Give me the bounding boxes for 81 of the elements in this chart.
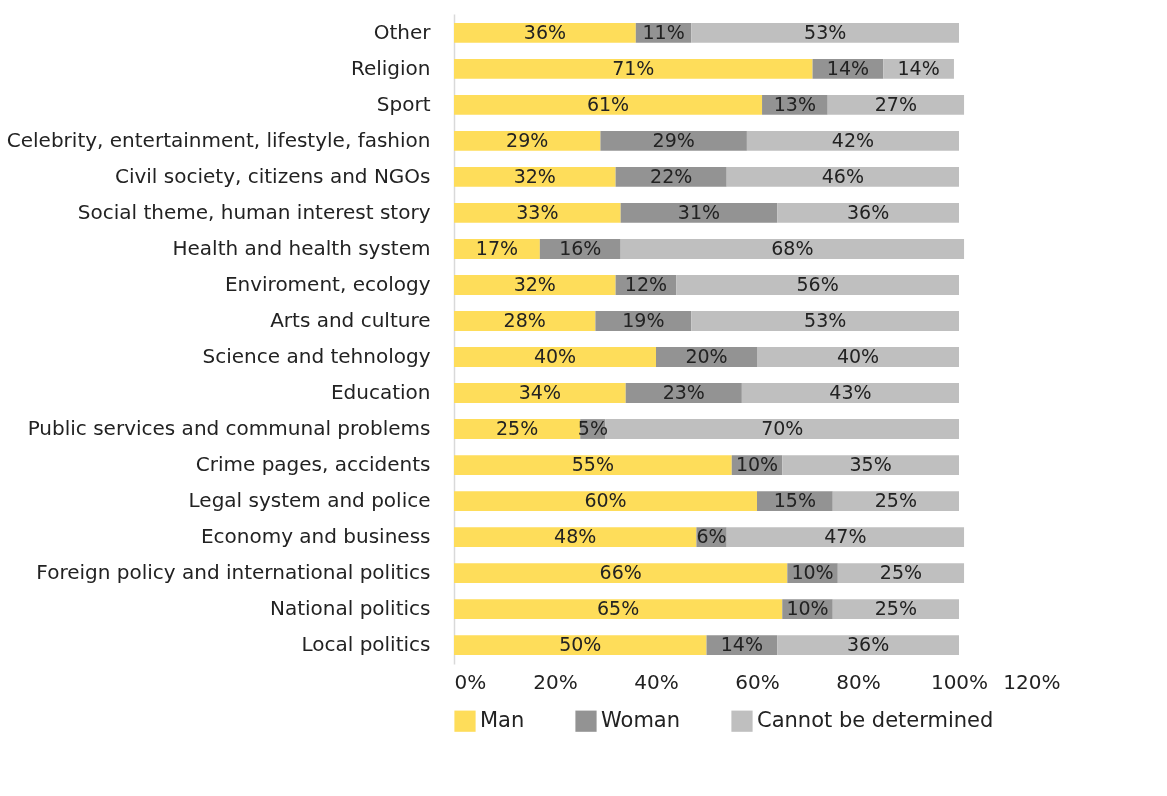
- data-label: 32%: [513, 272, 556, 295]
- data-label: 17%: [475, 236, 519, 259]
- data-label: 35%: [849, 453, 892, 476]
- y-tick-label: Social theme, human interest story: [77, 199, 431, 224]
- data-label: 55%: [571, 453, 614, 476]
- x-tick-label: 20%: [533, 669, 578, 694]
- y-tick-label: Foreign policy and international politics: [36, 560, 431, 585]
- y-tick-label: Public services and communal problems: [27, 416, 431, 441]
- y-tick-label: Science and tehnology: [202, 344, 431, 369]
- data-label: 46%: [821, 164, 864, 187]
- data-label: 14%: [826, 56, 870, 79]
- data-label: 53%: [804, 20, 847, 43]
- data-label: 47%: [824, 525, 867, 548]
- x-tick-label: 0%: [454, 669, 487, 694]
- data-label: 36%: [846, 633, 890, 656]
- data-label: 71%: [612, 56, 655, 79]
- data-label: 14%: [720, 633, 763, 656]
- y-tick-label: Health and health system: [172, 235, 431, 260]
- data-label: 14%: [897, 56, 940, 79]
- y-tick-label: Other: [373, 19, 432, 44]
- data-label: 19%: [622, 308, 665, 331]
- data-label: 36%: [523, 20, 567, 43]
- x-tick-label: 100%: [930, 669, 989, 694]
- data-label: 22%: [650, 164, 693, 187]
- data-label: 68%: [771, 236, 814, 259]
- data-label: 34%: [518, 381, 561, 404]
- data-label: 56%: [796, 272, 839, 295]
- y-tick-label: Local politics: [301, 632, 431, 657]
- legend-label: Man: [480, 708, 525, 733]
- data-label: 25%: [874, 489, 917, 512]
- data-label: 65%: [597, 597, 640, 620]
- y-tick-label: Civil society, citizens and NGOs: [114, 163, 431, 188]
- data-label: 16%: [559, 236, 602, 259]
- y-tick-label: Education: [330, 380, 431, 405]
- data-label: 50%: [559, 633, 602, 656]
- data-label: 43%: [829, 381, 872, 404]
- y-tick-label: Crime pages, accidents: [195, 452, 431, 477]
- data-label: 61%: [586, 92, 630, 115]
- data-label: 33%: [516, 200, 559, 223]
- data-label: 10%: [735, 453, 779, 476]
- x-tick-label: 80%: [836, 669, 881, 694]
- x-tick-label: 40%: [634, 669, 679, 694]
- data-label: 13%: [773, 92, 816, 115]
- data-label: 31%: [677, 200, 721, 223]
- data-label: 25%: [879, 561, 923, 584]
- data-label: 23%: [662, 381, 705, 404]
- data-label: 10%: [786, 597, 829, 620]
- y-tick-label: Arts and culture: [270, 307, 431, 332]
- data-label: 12%: [624, 272, 668, 295]
- data-label: 15%: [773, 489, 816, 512]
- y-tick-label: Celebrity, entertainment, lifestyle, fashion: [6, 127, 431, 152]
- data-label: 70%: [761, 417, 804, 440]
- legend-label: Woman: [601, 708, 681, 733]
- data-label: 53%: [804, 308, 847, 331]
- legend-label: Cannot be determined: [757, 708, 994, 733]
- data-label: 48%: [554, 525, 597, 548]
- data-label: 60%: [584, 489, 627, 512]
- data-label: 25%: [496, 417, 539, 440]
- data-label: 29%: [652, 128, 695, 151]
- data-label: 10%: [791, 561, 834, 584]
- data-label: 29%: [506, 128, 549, 151]
- data-label: 6%: [696, 525, 727, 548]
- data-label: 25%: [874, 597, 917, 620]
- y-tick-label: Religion: [350, 55, 431, 80]
- y-tick-label: Sport: [376, 91, 431, 116]
- data-label: 27%: [874, 92, 917, 115]
- y-tick-label: National politics: [269, 596, 431, 621]
- data-label: 40%: [836, 345, 880, 368]
- x-tick-label: 60%: [735, 669, 780, 694]
- data-label: 11%: [642, 20, 685, 43]
- x-tick-label: 120%: [1003, 669, 1061, 694]
- data-label: 36%: [846, 200, 890, 223]
- data-label: 66%: [599, 561, 642, 584]
- y-tick-label: Enviroment, ecology: [224, 271, 431, 296]
- data-label: 40%: [533, 345, 577, 368]
- data-label: 28%: [503, 308, 546, 331]
- data-label: 42%: [831, 128, 875, 151]
- data-label: 32%: [513, 164, 556, 187]
- y-tick-label: Legal system and police: [188, 488, 431, 513]
- y-tick-label: Economy and business: [200, 524, 431, 549]
- data-label: 20%: [685, 345, 728, 368]
